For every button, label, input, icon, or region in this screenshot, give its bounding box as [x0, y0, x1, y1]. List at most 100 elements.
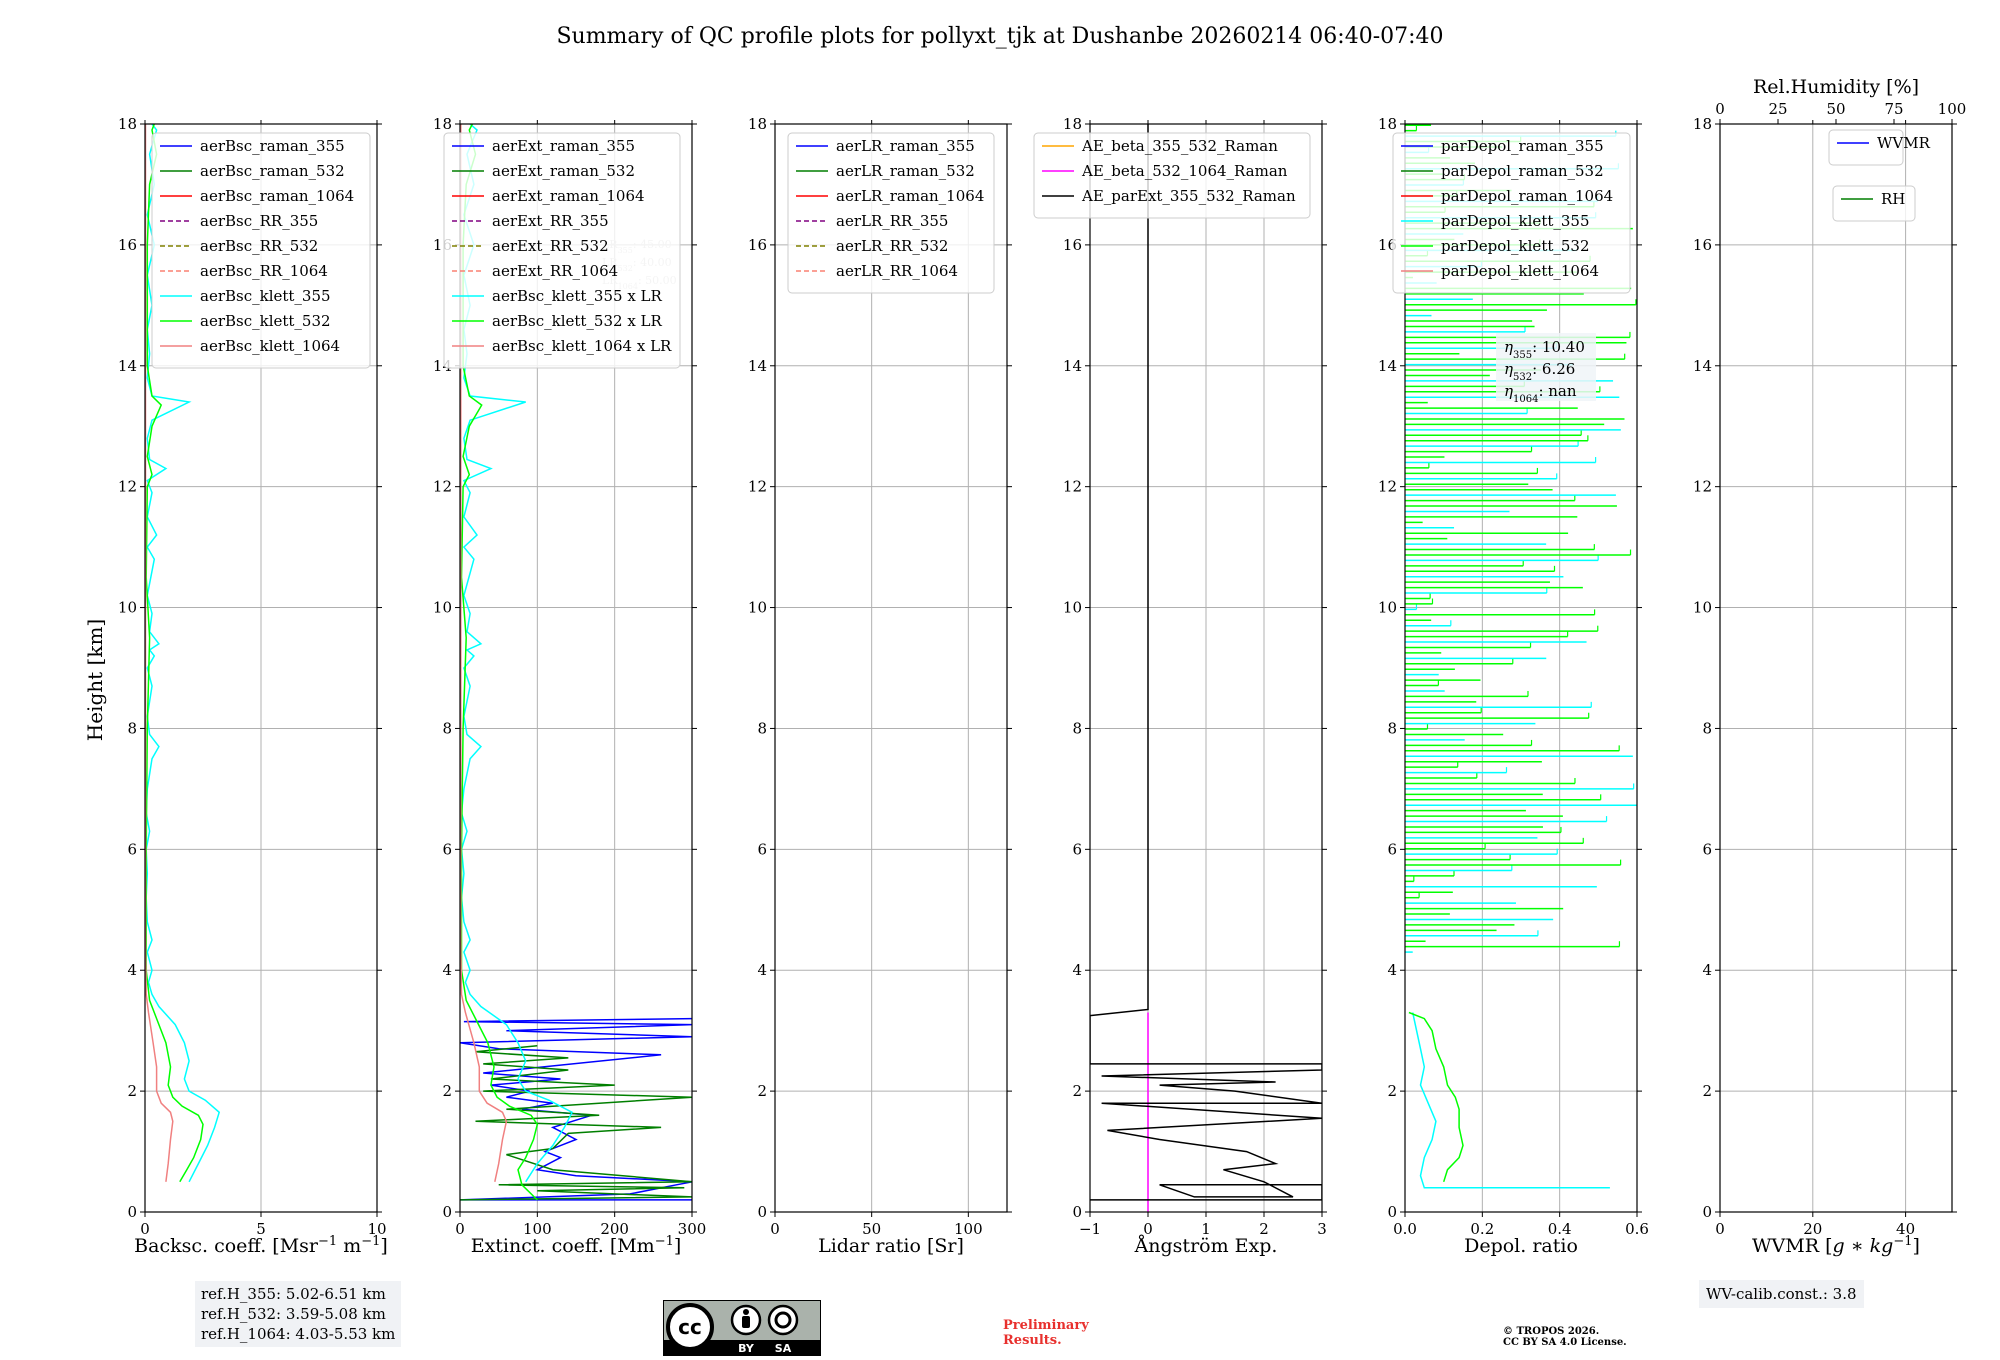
top-tick-label: 100	[1938, 100, 1967, 118]
x-axis-label-ext: Extinct. coeff. [Mm−1]	[471, 1234, 682, 1258]
top-tick-label: 0	[1715, 100, 1725, 118]
x-tick-label-depol: 0.2	[1470, 1220, 1494, 1238]
legend-label-aerExt_RR_355: aerExt_RR_355	[492, 212, 609, 230]
y-tick-label-bsc: 2	[127, 1082, 137, 1100]
y-tick-label-lr: 0	[757, 1203, 767, 1221]
ref-h-1064: ref.H_1064: 4.03-5.53 km	[201, 1325, 396, 1343]
y-tick-label-wv: 6	[1702, 840, 1712, 858]
legend-label-aerBsc_klett_532: aerBsc_klett_532	[200, 312, 331, 330]
y-tick-label-depol: 0	[1387, 1203, 1397, 1221]
legend-box-depol	[1392, 132, 1631, 294]
x-tick-label-ae: −1	[1079, 1220, 1101, 1238]
sa-icon	[767, 1304, 799, 1336]
y-tick-label-depol: 2	[1387, 1082, 1397, 1100]
y-tick-label-ext: 2	[442, 1082, 452, 1100]
cc-icon: cc	[666, 1303, 714, 1351]
legend-label-aerBsc_klett_532 x LR: aerBsc_klett_532 x LR	[492, 312, 663, 330]
legend-box-lr	[787, 132, 995, 294]
legend-label-aerLR_RR_1064: aerLR_RR_1064	[836, 262, 958, 280]
x-tick-label-ae: 0	[1143, 1220, 1153, 1238]
series-line-aerBsc_klett_1064	[145, 124, 174, 1182]
x-tick-label-ext: 300	[678, 1220, 707, 1238]
x-tick-label-ext: 100	[523, 1220, 552, 1238]
y-tick-label-lr: 16	[748, 236, 767, 254]
y-tick-label-depol: 4	[1387, 961, 1397, 979]
top-axis-label: Rel.Humidity [%]	[1753, 76, 1919, 98]
y-tick-label-bsc: 10	[118, 599, 137, 617]
series-line-AE_parExt_355_532_Raman	[1090, 124, 1322, 1201]
y-tick-label-depol: 8	[1387, 719, 1397, 737]
y-tick-label-depol: 18	[1378, 115, 1397, 133]
by-icon	[730, 1304, 762, 1336]
y-axis-label: Height [km]	[83, 619, 107, 741]
legend-box-ext	[443, 132, 681, 369]
cc-by-sa-badge: cc BY SA	[663, 1300, 821, 1356]
eta-box	[1496, 333, 1596, 401]
legend-label-aerBsc_klett_355: aerBsc_klett_355	[200, 287, 331, 305]
x-tick-label-ae: 3	[1317, 1220, 1327, 1238]
x-axis-label-depol: Depol. ratio	[1464, 1235, 1578, 1257]
legend-label-aerLR_raman_1064: aerLR_raman_1064	[836, 187, 984, 205]
y-tick-label-depol: 12	[1378, 478, 1397, 496]
y-tick-label-bsc: 0	[127, 1203, 137, 1221]
y-tick-label-wv: 8	[1702, 719, 1712, 737]
y-tick-label-ext: 10	[433, 599, 452, 617]
y-tick-label-lr: 10	[748, 599, 767, 617]
y-tick-label-lr: 6	[757, 840, 767, 858]
x-tick-label-bsc: 0	[140, 1220, 150, 1238]
y-tick-label-ae: 14	[1063, 357, 1082, 375]
x-tick-label-bsc: 5	[256, 1220, 266, 1238]
x-axis-label-bsc: Backsc. coeff. [Msr−1 m−1]	[134, 1234, 388, 1258]
top-tick-label: 75	[1884, 100, 1903, 118]
legend-label-aerExt_RR_532: aerExt_RR_532	[492, 237, 609, 255]
series-line-aerBsc_klett_532	[145, 124, 204, 1183]
y-tick-label-depol: 6	[1387, 840, 1397, 858]
eta-label: η532: 6.26	[1504, 360, 1575, 383]
top-tick-label: 25	[1768, 100, 1787, 118]
y-tick-label-wv: 18	[1693, 115, 1712, 133]
legend-label-aerBsc_klett_1064 x LR: aerBsc_klett_1064 x LR	[492, 337, 672, 355]
by-label: BY	[738, 1342, 755, 1355]
x-tick-label-wv: 0	[1715, 1220, 1725, 1238]
series-line-parDepol_klett_532	[1408, 1011, 1464, 1183]
y-tick-label-ae: 18	[1063, 115, 1082, 133]
legend-label-parDepol_raman_532: parDepol_raman_532	[1441, 162, 1604, 180]
y-tick-label-lr: 4	[757, 961, 767, 979]
y-tick-label-ae: 6	[1072, 840, 1082, 858]
x-tick-label-ext: 0	[455, 1220, 465, 1238]
legend-label-aerLR_raman_532: aerLR_raman_532	[836, 162, 975, 180]
ref-h-532: ref.H_532: 3.59-5.08 km	[201, 1305, 386, 1323]
y-tick-label-ae: 10	[1063, 599, 1082, 617]
x-tick-label-bsc: 10	[367, 1220, 386, 1238]
y-tick-label-wv: 4	[1702, 961, 1712, 979]
legend-label-parDepol_raman_1064: parDepol_raman_1064	[1441, 187, 1613, 205]
preliminary-results-note: Preliminary Results.	[1003, 1318, 1089, 1348]
axes-frame-wv	[1719, 123, 1953, 1213]
preliminary-line-2: Results.	[1003, 1333, 1062, 1348]
y-tick-label-lr: 14	[748, 357, 767, 375]
wv-calib-box: WV-calib.const.: 3.8	[1699, 1280, 1864, 1308]
y-tick-label-depol: 10	[1378, 599, 1397, 617]
copyright-line-1: © TROPOS 2026.	[1503, 1326, 1600, 1337]
figure-title: Summary of QC profile plots for pollyxt_…	[556, 24, 1443, 49]
y-tick-label-lr: 12	[748, 478, 767, 496]
legend-label-aerBsc_klett_1064: aerBsc_klett_1064	[200, 337, 340, 355]
legend-label-parDepol_raman_355: parDepol_raman_355	[1441, 137, 1604, 155]
y-tick-label-ae: 12	[1063, 478, 1082, 496]
x-tick-label-depol: 0.4	[1548, 1220, 1572, 1238]
y-tick-label-bsc: 12	[118, 478, 137, 496]
preliminary-line-1: Preliminary	[1003, 1318, 1089, 1333]
series-line-aerBsc_klett_1064 x LR	[460, 124, 508, 1182]
legend-label-aerExt_raman_1064: aerExt_raman_1064	[492, 187, 645, 205]
legend-label-aerExt_raman_532: aerExt_raman_532	[492, 162, 635, 180]
legend-label-aerLR_RR_355: aerLR_RR_355	[836, 212, 948, 230]
legend-label-RH: RH	[1881, 190, 1905, 208]
legend-box-wv	[1828, 129, 1904, 166]
plot-area-bsc	[145, 124, 221, 1183]
y-tick-label-lr: 8	[757, 719, 767, 737]
legend-label-aerBsc_RR_355: aerBsc_RR_355	[200, 212, 318, 230]
y-tick-label-ae: 4	[1072, 961, 1082, 979]
eta-label: η355: 10.40	[1504, 338, 1585, 361]
legend-label-aerExt_RR_1064: aerExt_RR_1064	[492, 262, 618, 280]
